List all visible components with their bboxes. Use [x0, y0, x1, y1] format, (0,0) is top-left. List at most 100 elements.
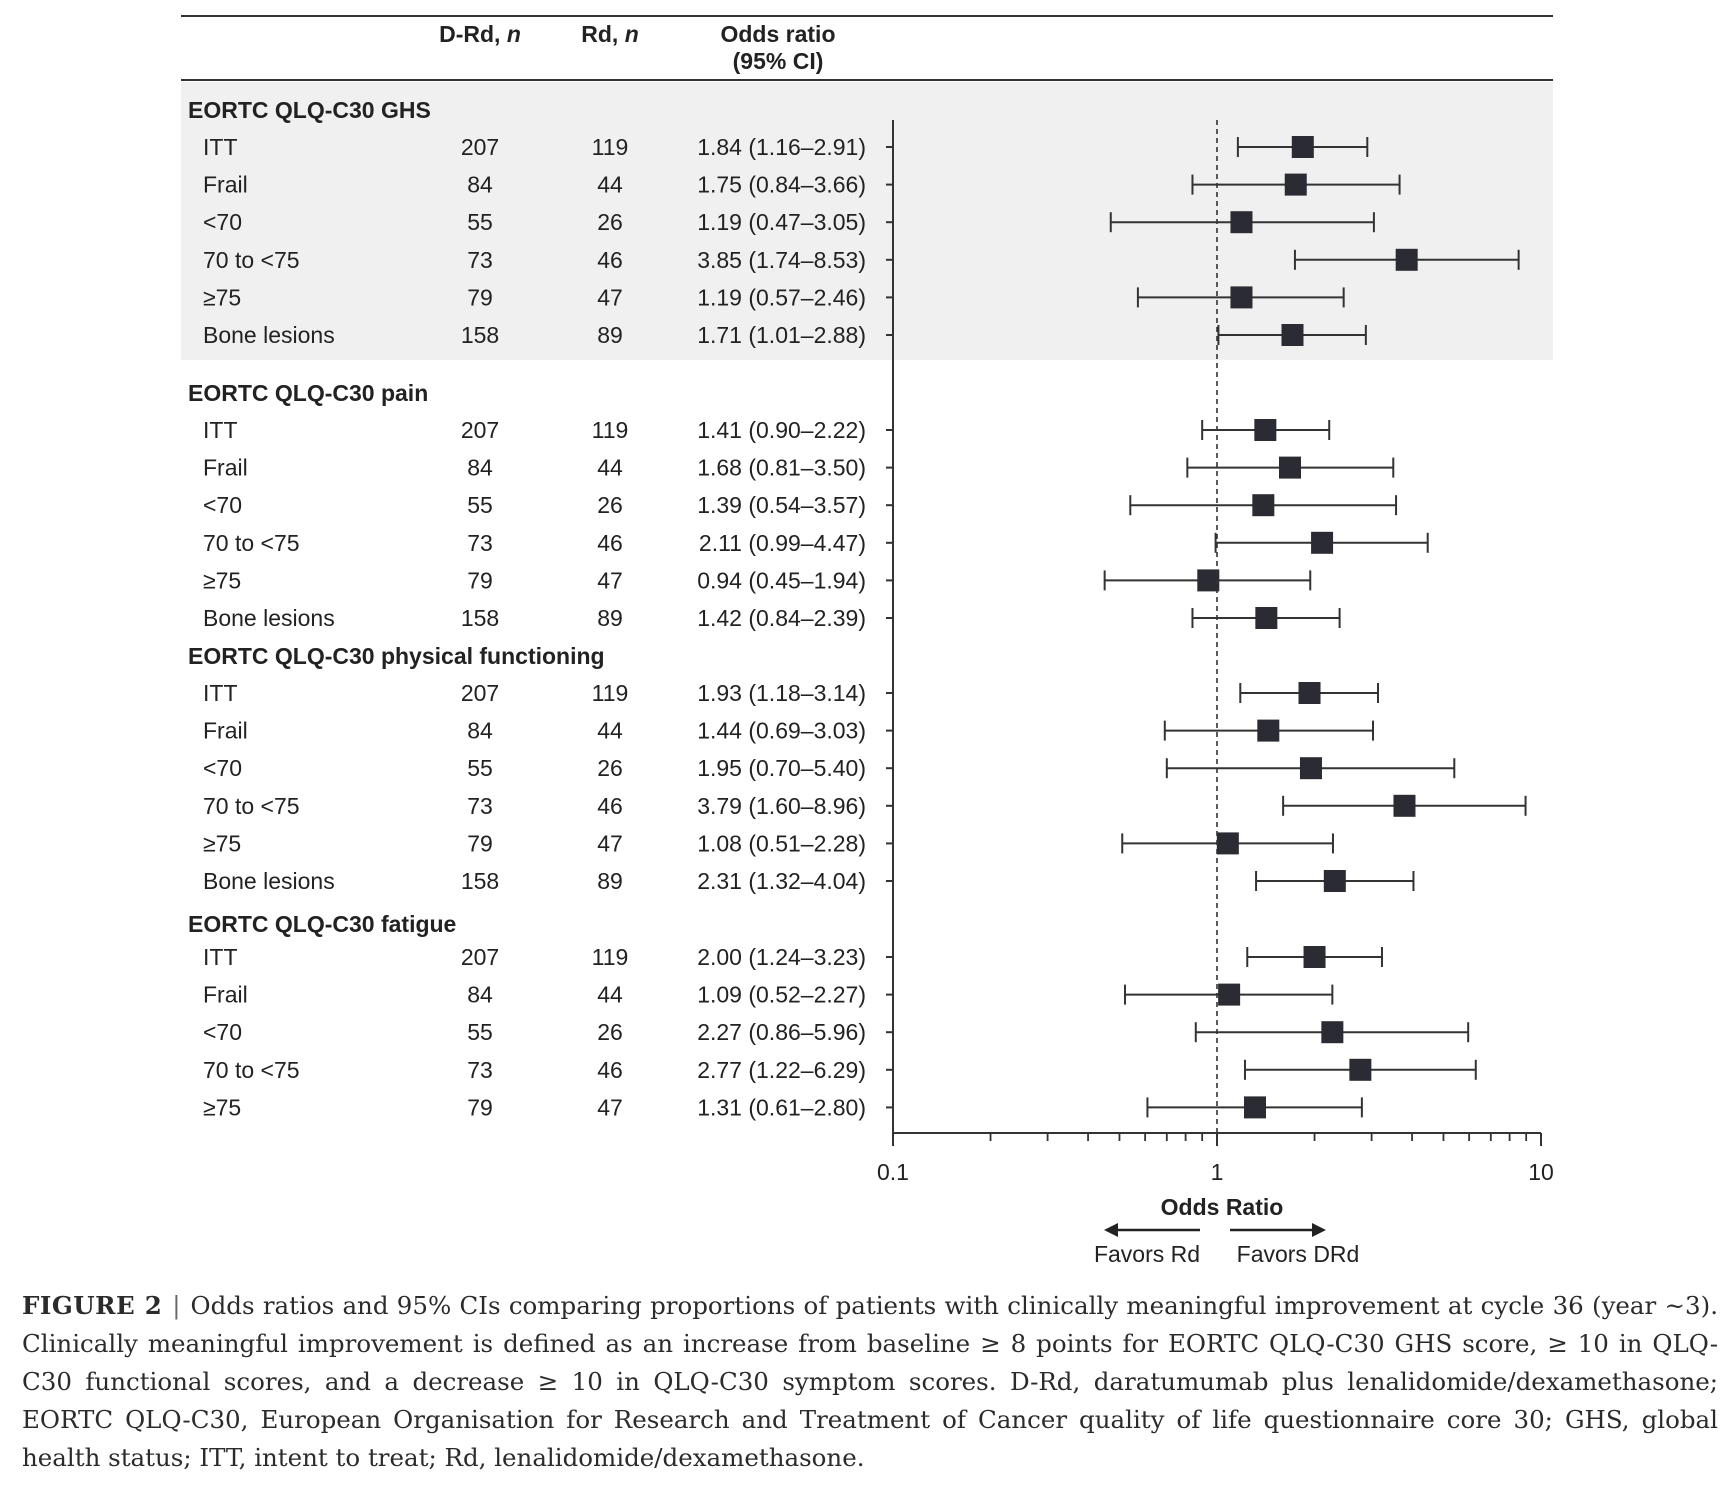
- row-label: ITT: [203, 944, 238, 970]
- row-drd-n: 79: [467, 567, 493, 593]
- row-label: Frail: [203, 455, 248, 481]
- favors-drd-label: Favors DRd: [1237, 1241, 1360, 1267]
- row-or-ci-text: 1.39 (0.54–3.57): [697, 492, 866, 518]
- plot-marks: [886, 136, 1527, 1119]
- row-or-ci-text: 1.41 (0.90–2.22): [697, 417, 866, 443]
- row-label: ≥75: [203, 1094, 241, 1120]
- row-drd-n: 55: [467, 755, 493, 781]
- row-label: 70 to <75: [203, 1057, 300, 1083]
- row-label: ≥75: [203, 830, 241, 856]
- row-drd-n: 207: [461, 134, 499, 160]
- row-or-ci-text: 1.75 (0.84–3.66): [697, 172, 866, 198]
- row-drd-n: 158: [461, 605, 499, 631]
- row-rd-n: 44: [597, 172, 623, 198]
- point-estimate-marker: [1299, 757, 1322, 780]
- row-rd-n: 119: [592, 417, 629, 443]
- row-drd-n: 73: [467, 247, 493, 273]
- row-or-ci-text: 1.95 (0.70–5.40): [697, 755, 866, 781]
- row-or-ci-text: 2.31 (1.32–4.04): [697, 868, 866, 894]
- row-rd-n: 47: [597, 830, 623, 856]
- x-axis-ticks: 0.1 1 10: [877, 1133, 1554, 1185]
- group-title: EORTC QLQ-C30 pain: [188, 380, 428, 406]
- point-estimate-marker: [1393, 794, 1416, 817]
- row-rd-n: 44: [597, 718, 623, 744]
- point-estimate-marker: [1279, 456, 1302, 479]
- row-or-ci-text: 1.09 (0.52–2.27): [697, 982, 866, 1008]
- point-estimate-marker: [1216, 832, 1239, 855]
- point-estimate-marker: [1303, 946, 1326, 968]
- row-or-ci-text: 1.42 (0.84–2.39): [697, 605, 866, 631]
- row-rd-n: 46: [597, 1057, 623, 1083]
- row-label: 70 to <75: [203, 247, 300, 273]
- point-estimate-marker: [1230, 286, 1253, 309]
- favors-arrows: Favors Rd Favors DRd: [1094, 1223, 1359, 1267]
- row-or-ci-text: 3.85 (1.74–8.53): [697, 247, 866, 273]
- header-odds-ratio: Odds ratio: [720, 21, 835, 47]
- row-label: Bone lesions: [203, 322, 335, 348]
- row-or-ci-text: 1.84 (1.16–2.91): [697, 134, 866, 160]
- row-or-ci-text: 1.68 (0.81–3.50): [697, 455, 866, 481]
- row-or-ci-text: 1.19 (0.57–2.46): [697, 284, 866, 310]
- row-label: Frail: [203, 982, 248, 1008]
- header-rd-n: Rd, n: [581, 21, 639, 47]
- row-drd-n: 84: [467, 718, 493, 744]
- row-rd-n: 44: [597, 455, 623, 481]
- point-estimate-marker: [1243, 1096, 1266, 1119]
- row-or-ci-text: 3.79 (1.60–8.96): [697, 793, 866, 819]
- ghs-shaded-band: [181, 82, 1553, 360]
- row-rd-n: 89: [597, 322, 623, 348]
- row-drd-n: 84: [467, 172, 493, 198]
- row-rd-n: 46: [597, 530, 623, 556]
- favors-rd-label: Favors Rd: [1094, 1241, 1200, 1267]
- figure-caption: FIGURE 2 | Odds ratios and 95% CIs compari…: [22, 1287, 1718, 1477]
- x-tick-label: 0.1: [877, 1159, 909, 1185]
- row-rd-n: 46: [597, 793, 623, 819]
- caption-text: Odds ratios and 95% CIs comparing propor…: [22, 1291, 1718, 1472]
- point-estimate-marker: [1197, 569, 1220, 592]
- header-ci: (95% CI): [733, 48, 824, 74]
- row-label: Frail: [203, 172, 248, 198]
- row-drd-n: 55: [467, 1019, 493, 1045]
- row-drd-n: 79: [467, 1094, 493, 1120]
- point-estimate-marker: [1321, 1021, 1344, 1044]
- row-drd-n: 73: [467, 530, 493, 556]
- point-estimate-marker: [1230, 211, 1253, 234]
- row-rd-n: 119: [592, 680, 629, 706]
- point-estimate-marker: [1323, 870, 1346, 892]
- row-rd-n: 119: [592, 134, 629, 160]
- group-title: EORTC QLQ-C30 GHS: [188, 97, 431, 123]
- row-or-ci-text: 0.94 (0.45–1.94): [697, 567, 866, 593]
- caption-label: FIGURE 2: [22, 1291, 163, 1320]
- row-or-ci-text: 2.77 (1.22–6.29): [697, 1057, 866, 1083]
- row-rd-n: 47: [597, 1094, 623, 1120]
- row-or-ci-text: 1.31 (0.61–2.80): [697, 1094, 866, 1120]
- row-label: Bone lesions: [203, 868, 335, 894]
- point-estimate-marker: [1252, 494, 1275, 517]
- row-drd-n: 79: [467, 830, 493, 856]
- favors-drd-arrow-icon: [1312, 1223, 1326, 1237]
- column-headers: D-Rd, n Rd, n Odds ratio (95% CI): [439, 21, 835, 74]
- point-estimate-marker: [1284, 173, 1307, 196]
- row-label: <70: [203, 492, 242, 518]
- point-estimate-marker: [1311, 531, 1334, 554]
- row-rd-n: 89: [597, 605, 623, 631]
- point-estimate-marker: [1254, 419, 1277, 441]
- point-estimate-marker: [1255, 607, 1278, 629]
- row-or-ci-text: 1.44 (0.69–3.03): [697, 718, 866, 744]
- row-drd-n: 73: [467, 793, 493, 819]
- row-rd-n: 26: [597, 209, 623, 235]
- row-label: 70 to <75: [203, 530, 300, 556]
- row-rd-n: 44: [597, 982, 623, 1008]
- row-drd-n: 84: [467, 982, 493, 1008]
- row-rd-n: 26: [597, 1019, 623, 1045]
- row-rd-n: 89: [597, 868, 623, 894]
- row-drd-n: 158: [461, 868, 499, 894]
- group-title: EORTC QLQ-C30 fatigue: [188, 911, 456, 937]
- row-label: <70: [203, 1019, 242, 1045]
- row-drd-n: 207: [461, 944, 499, 970]
- row-label: Bone lesions: [203, 605, 335, 631]
- row-drd-n: 207: [461, 417, 499, 443]
- row-drd-n: 55: [467, 209, 493, 235]
- caption-separator: |: [172, 1291, 181, 1320]
